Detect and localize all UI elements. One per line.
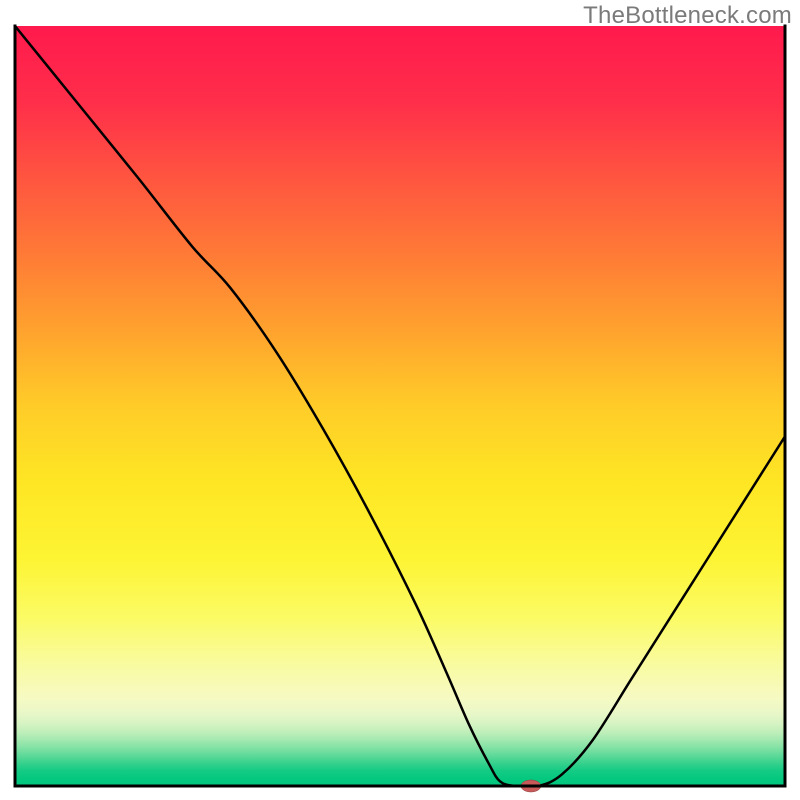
heatmap-background [15, 26, 785, 786]
watermark-text: TheBottleneck.com [583, 2, 792, 30]
chart-container: TheBottleneck.com [0, 0, 800, 800]
bottleneck-chart [0, 0, 800, 800]
